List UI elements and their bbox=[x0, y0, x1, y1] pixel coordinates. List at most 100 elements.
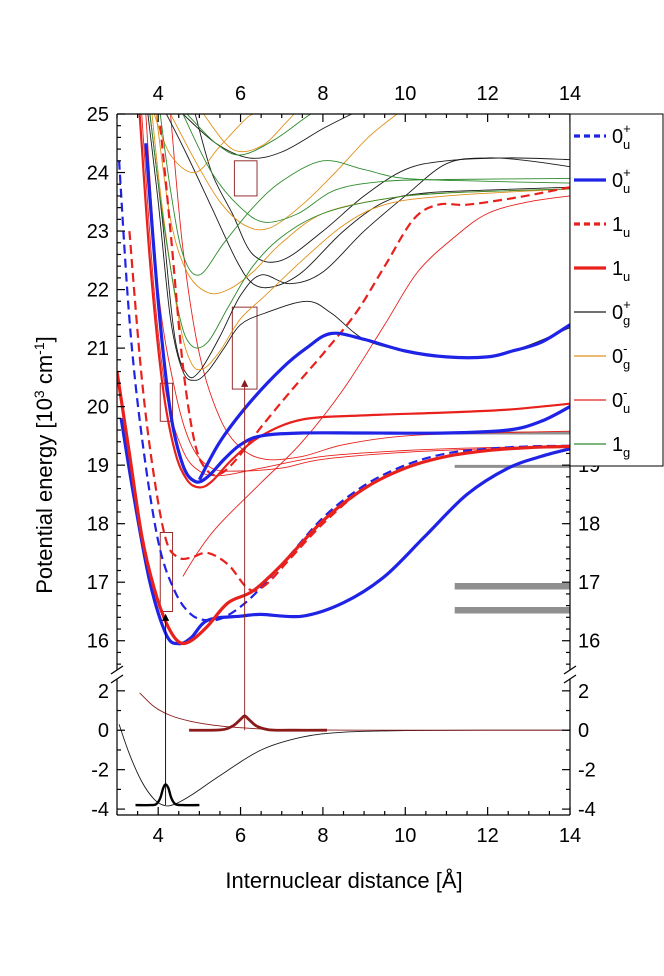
legend-box bbox=[569, 113, 664, 467]
legend-label-base: 0 bbox=[612, 302, 623, 324]
legend-label-0: 0+ u bbox=[612, 121, 631, 152]
y-tick-label-upper-right: 17 bbox=[578, 572, 600, 594]
series-line-18 bbox=[155, 114, 570, 295]
series-line-25 bbox=[186, 114, 311, 156]
y-tick-label-lower-right: 0 bbox=[578, 720, 589, 742]
series-line-4 bbox=[117, 371, 570, 646]
x-tick-label-top: 14 bbox=[559, 83, 581, 105]
y-tick-label-upper-left: 22 bbox=[87, 280, 109, 302]
series-line-7 bbox=[159, 125, 570, 477]
y-tick-label-upper-left: 21 bbox=[87, 338, 109, 360]
series-line-20 bbox=[153, 114, 254, 174]
legend-label-6: 0-u bbox=[612, 385, 630, 416]
y-tick-label-upper-left: 23 bbox=[87, 221, 109, 243]
x-tick-label-top: 8 bbox=[317, 83, 328, 105]
series-line-22 bbox=[149, 114, 570, 349]
series-line-29 bbox=[189, 714, 328, 732]
legend-label-sub: u bbox=[623, 181, 630, 196]
axis-break-mark-bottom-1 bbox=[563, 674, 577, 684]
axis-break-gap-1 bbox=[563, 670, 577, 679]
y-tick-label-upper-left: 16 bbox=[87, 631, 109, 653]
legend-label-sub: u bbox=[623, 137, 630, 152]
legend-label-base: 1 bbox=[612, 434, 623, 456]
legend-label-sub: g bbox=[623, 445, 630, 460]
legend-label-base: 0 bbox=[612, 390, 623, 412]
series-line-12 bbox=[147, 114, 570, 381]
legend-label-3: 1u bbox=[612, 258, 630, 284]
y-tick-label-lower-left: -2 bbox=[91, 760, 109, 782]
y-axis-title: Potential energy [103 cm-1] bbox=[31, 336, 57, 594]
series-line-9 bbox=[145, 114, 570, 472]
series-line-17 bbox=[151, 114, 570, 371]
y-tick-label-upper-right: 18 bbox=[578, 514, 600, 536]
legend-label-base: 0 bbox=[612, 346, 623, 368]
highlight-box-3 bbox=[159, 532, 174, 612]
y-tick-label-upper-left: 24 bbox=[87, 163, 109, 185]
series-line-2 bbox=[144, 143, 570, 484]
series-line-10 bbox=[170, 114, 570, 461]
legend-label-sup: - bbox=[623, 341, 627, 356]
y-axis-title-main: Potential energy [10 bbox=[32, 398, 57, 594]
x-axis-title: Internuclear distance [Å] bbox=[225, 868, 462, 893]
series-line-26 bbox=[118, 724, 570, 807]
axis-break-mark-bottom-0 bbox=[110, 674, 124, 684]
axis-break-mark-top-1 bbox=[563, 665, 577, 675]
y-tick-label-lower-right: 2 bbox=[578, 681, 589, 703]
x-tick-label-top: 6 bbox=[235, 83, 246, 105]
series-line-27 bbox=[139, 692, 570, 731]
legend-label-5: 0-g bbox=[612, 341, 630, 372]
y-tick-label-upper-left: 18 bbox=[87, 514, 109, 536]
axis-break-mark-top-0 bbox=[110, 665, 124, 675]
y-tick-label-upper-left: 20 bbox=[87, 397, 109, 419]
series-line-0 bbox=[118, 160, 570, 622]
legend-label-base: 1 bbox=[612, 258, 623, 280]
legend-label-2: 1u bbox=[612, 214, 630, 240]
y-tick-label-upper-right: 16 bbox=[578, 631, 600, 653]
legend-label-4: 0+ g bbox=[612, 297, 631, 328]
y-tick-label-lower-right: -2 bbox=[578, 760, 596, 782]
y-tick-label-lower-left: -4 bbox=[91, 799, 109, 821]
x-tick-label-bottom: 6 bbox=[235, 825, 246, 847]
x-tick-label-top: 10 bbox=[394, 83, 416, 105]
y-tick-label-lower-right: -4 bbox=[578, 799, 596, 821]
axis-break-gap-0 bbox=[110, 670, 124, 679]
series-line-1 bbox=[119, 418, 570, 646]
highlight-box-0 bbox=[233, 160, 258, 197]
x-tick-label-top: 4 bbox=[153, 83, 164, 105]
lower-panel bbox=[118, 692, 570, 807]
x-tick-label-bottom: 14 bbox=[559, 825, 581, 847]
series-line-15 bbox=[194, 114, 570, 263]
series-line-5 bbox=[138, 114, 570, 489]
legend-label-base: 0 bbox=[612, 126, 623, 148]
y-tick-label-upper-left: 25 bbox=[87, 104, 109, 126]
upper-panel bbox=[117, 114, 570, 646]
x-tick-label-bottom: 12 bbox=[477, 825, 499, 847]
legend-label-sub: u bbox=[623, 401, 630, 416]
legend-label-7: 1g bbox=[612, 434, 630, 460]
series-line-11 bbox=[182, 195, 570, 577]
y-axis-title-unit-sup: -1 bbox=[31, 342, 47, 355]
x-tick-label-bottom: 8 bbox=[317, 825, 328, 847]
axes: 4466881010121214141617181920212223242516… bbox=[87, 83, 601, 847]
legend-label-sub: u bbox=[623, 225, 630, 240]
x-tick-label-top: 12 bbox=[477, 83, 499, 105]
legend-label-sub: g bbox=[623, 313, 630, 328]
series-line-14 bbox=[165, 114, 570, 289]
x-tick-label-bottom: 4 bbox=[153, 825, 164, 847]
legend-label-base: 0 bbox=[612, 170, 623, 192]
legend-label-sup: - bbox=[623, 385, 627, 400]
series-line-24 bbox=[182, 114, 570, 223]
y-tick-label-lower-left: 0 bbox=[98, 720, 109, 742]
legend-label-sup: + bbox=[623, 297, 631, 312]
legend-label-1: 0+ u bbox=[612, 165, 631, 196]
y-axis-title-end: ] bbox=[32, 336, 57, 342]
legend-label-base: 1 bbox=[612, 214, 623, 236]
legend-label-sub: g bbox=[623, 357, 630, 372]
highlight-box-1 bbox=[231, 306, 258, 390]
series-line-19 bbox=[170, 114, 398, 231]
y-tick-label-upper-left: 17 bbox=[87, 572, 109, 594]
y-tick-label-lower-left: 2 bbox=[98, 681, 109, 703]
y-axis-title-unit: cm bbox=[32, 355, 57, 390]
